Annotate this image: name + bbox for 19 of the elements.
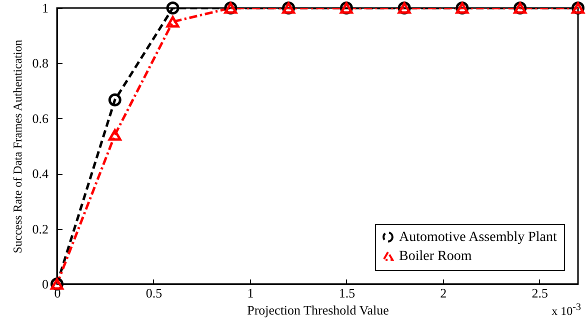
point	[166, 16, 180, 28]
legend-label: Boiler Room	[399, 249, 472, 264]
x-tick-label: 1	[247, 286, 254, 300]
y-tick-label: 0.2	[32, 221, 48, 236]
x-tick-label: 2.5	[532, 286, 548, 300]
y-tick-label: 0.8	[32, 56, 48, 71]
text: x 10$^{-3}$	[552, 302, 581, 319]
legend-label: Automotive Assembly Plant	[399, 230, 557, 245]
y-axis-title: Success Rate of Data Frames Authentication	[10, 40, 24, 254]
point	[108, 129, 122, 141]
y-tick-label: 1	[42, 0, 48, 16]
x-tick-label: 0.5	[146, 286, 162, 300]
x-tick-label: 1.5	[338, 286, 356, 300]
x-axis-title: Projection Threshold Value	[247, 302, 390, 318]
y-tick-label: 0.6	[32, 110, 49, 126]
point	[166, 2, 180, 14]
point	[108, 93, 122, 106]
y-tick-label: 0.4	[32, 166, 49, 182]
x-tick-label: 2	[440, 286, 447, 300]
